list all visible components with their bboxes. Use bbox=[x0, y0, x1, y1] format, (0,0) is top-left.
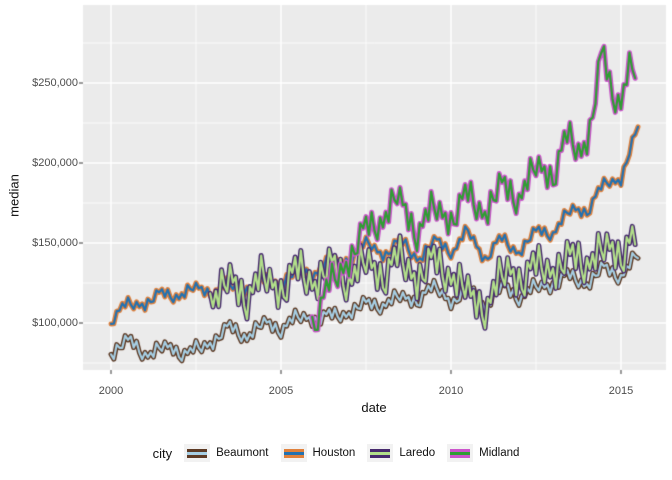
y-tick-label: $100,000 bbox=[32, 317, 78, 329]
legend-key-inner-line bbox=[283, 451, 304, 455]
legend-key-swatch bbox=[280, 444, 307, 462]
y-tick-label: $250,000 bbox=[32, 77, 78, 89]
legend-key-swatch bbox=[367, 444, 394, 462]
legend-item-midland: Midland bbox=[447, 444, 519, 462]
y-tick-label: $150,000 bbox=[32, 237, 78, 249]
legend-label: Beaumont bbox=[216, 447, 269, 459]
legend-key-inner-line bbox=[450, 451, 471, 455]
legend-key-swatch bbox=[447, 444, 474, 462]
legend-item-beaumont: Beaumont bbox=[184, 444, 269, 462]
legend-key-swatch bbox=[184, 444, 211, 462]
legend-label: Laredo bbox=[399, 447, 436, 459]
legend-label: Midland bbox=[479, 447, 520, 459]
x-tick-label: 2010 bbox=[438, 385, 464, 397]
legend-key-inner-line bbox=[370, 451, 391, 455]
legend-item-houston: Houston bbox=[280, 444, 356, 462]
x-tick-label: 2015 bbox=[608, 385, 634, 397]
legend-items: Beaumont Houston Laredo Midland bbox=[184, 444, 519, 462]
y-axis-title: median bbox=[6, 174, 22, 217]
legend: city Beaumont Houston Laredo Midland bbox=[0, 438, 672, 468]
x-axis-title: date bbox=[361, 400, 387, 415]
legend-label: Houston bbox=[312, 447, 356, 459]
legend-key-inner-line bbox=[187, 451, 208, 455]
legend-title: city bbox=[152, 445, 173, 461]
x-tick-label: 2005 bbox=[268, 385, 294, 397]
y-tick-label: $200,000 bbox=[32, 157, 78, 169]
x-tick-label: 2000 bbox=[98, 385, 124, 397]
legend-item-laredo: Laredo bbox=[367, 444, 435, 462]
